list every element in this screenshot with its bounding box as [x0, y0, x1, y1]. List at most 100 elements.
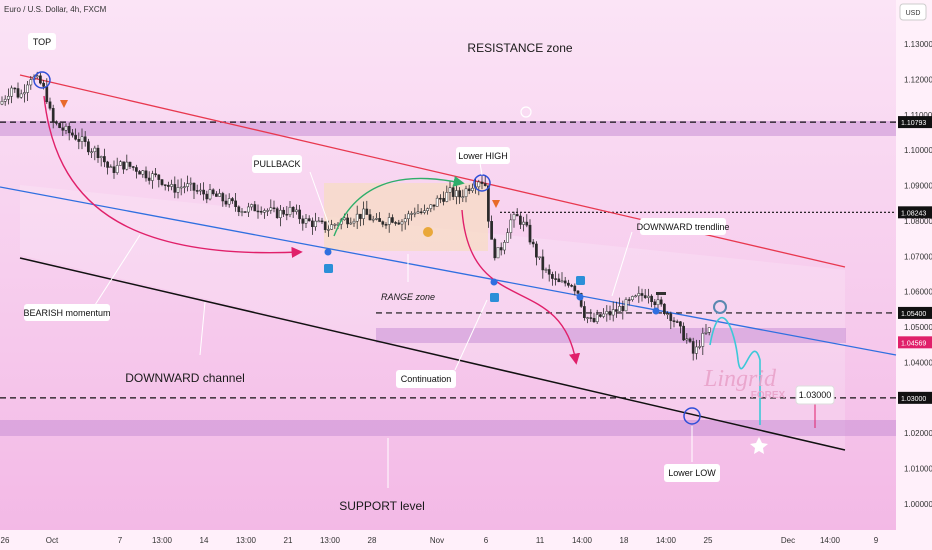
x-tick-label: 7 [118, 536, 123, 545]
candle [695, 339, 698, 360]
candle [77, 132, 81, 150]
candle [346, 213, 349, 229]
support-zone [0, 420, 896, 436]
candle [397, 219, 401, 225]
candle [663, 303, 666, 316]
candle [16, 82, 20, 99]
candle [19, 89, 23, 99]
candle [503, 240, 506, 255]
candle [685, 333, 689, 344]
candle [298, 205, 301, 224]
x-tick-label: 9 [874, 536, 879, 545]
x-tick-label: 13:00 [152, 536, 173, 545]
candle [141, 170, 145, 178]
candle [186, 175, 189, 192]
candle [320, 217, 324, 224]
x-tick-label: Oct [46, 536, 59, 545]
y-tick-label: 1.12000 [904, 75, 932, 84]
candle [125, 154, 129, 171]
candle [407, 210, 410, 226]
y-tick-label: 1.04000 [904, 358, 932, 367]
candle [435, 195, 439, 207]
candle [605, 305, 609, 322]
candle [499, 242, 503, 256]
lower-channel-line [19, 257, 846, 451]
candle [243, 211, 247, 213]
candle [643, 289, 647, 300]
continuation-arrow [461, 209, 581, 365]
callout-target-price: 1.03000 [795, 385, 835, 405]
star-icon [750, 437, 768, 454]
plot-background [0, 0, 896, 530]
candle [13, 87, 17, 93]
chart-title: Euro / U.S. Dollar, 4h, FXCM [4, 5, 107, 14]
svg-text:1.10793: 1.10793 [901, 120, 926, 127]
candle [467, 184, 471, 195]
y-tick-label: 1.08000 [904, 217, 932, 226]
candle [0, 96, 4, 106]
candle [365, 200, 369, 215]
callout-pullback: PULLBACK [252, 155, 302, 173]
y-tick-label: 1.10000 [904, 146, 932, 155]
candle [391, 214, 394, 224]
candle [160, 178, 164, 187]
candle [359, 213, 362, 227]
candle [26, 81, 29, 101]
candle [227, 193, 231, 208]
candle [307, 215, 311, 222]
price-tags: 1.10793 1.08243 1.05400 1.04569 1.03000 [898, 116, 932, 404]
candle [199, 183, 202, 196]
callout-top: TOP [28, 33, 56, 50]
candle [461, 189, 465, 202]
projection-path [709, 316, 761, 425]
svg-text:PULLBACK: PULLBACK [253, 159, 300, 169]
callout-pointer [479, 162, 483, 176]
candle [234, 192, 237, 212]
callout-continuation: Continuation [396, 370, 456, 388]
callout-bearish-momentum: BEARISH momentum [23, 304, 111, 321]
candle [39, 72, 42, 85]
y-tick-label: 1.02000 [904, 429, 932, 438]
candle [515, 208, 519, 217]
x-tick-label: Nov [430, 536, 444, 545]
candle [282, 207, 285, 218]
candle [371, 215, 375, 223]
candle [541, 249, 545, 279]
candle [496, 247, 500, 259]
candle [535, 241, 538, 266]
candle [221, 191, 225, 207]
candle [627, 297, 631, 306]
watermark-sub: FOREX [751, 390, 786, 401]
candle [192, 182, 196, 200]
range-zone-box [324, 183, 488, 251]
y-axis: 1.13000 1.12000 1.11000 1.10000 1.09000 1.080… [904, 40, 932, 509]
candle [701, 327, 705, 355]
x-axis: 26 Oct 7 13:00 14 13:00 21 13:00 28 Nov 6 11 14:00 18… [1, 536, 879, 545]
candle [288, 200, 292, 218]
candle [656, 294, 660, 310]
mid-zone [376, 328, 846, 343]
candle [128, 161, 132, 170]
candle [301, 215, 305, 231]
candle [93, 145, 97, 161]
y-tick-label: 1.07000 [904, 252, 932, 261]
candle [586, 316, 589, 324]
candle [698, 339, 701, 350]
price-tag: 1.05400 [898, 306, 932, 319]
candle [599, 313, 602, 318]
candle [669, 311, 673, 330]
x-tick-label: 13:00 [320, 536, 341, 545]
candle [432, 204, 436, 211]
candle [621, 300, 625, 320]
y-tick-label: 1.09000 [904, 182, 932, 191]
candle [103, 148, 106, 168]
candle [205, 190, 209, 204]
candle [147, 171, 151, 185]
x-tick-label: 14:00 [572, 536, 593, 545]
touch-point [490, 278, 498, 286]
callout-downward-trendline: DOWNWARD trendline [637, 218, 729, 235]
svg-text:1.08243: 1.08243 [901, 210, 926, 217]
candle [323, 221, 327, 233]
currency-button[interactable] [899, 3, 927, 21]
